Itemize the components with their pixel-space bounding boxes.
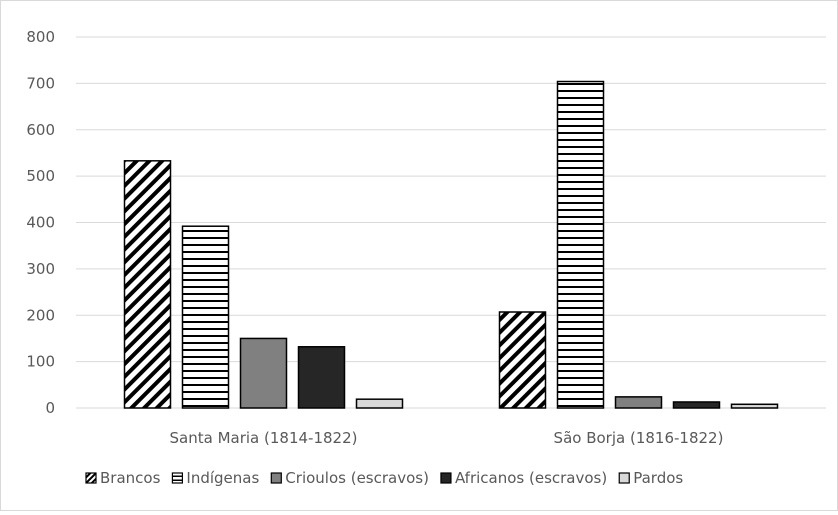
x-axis-ticks: Santa Maria (1814-1822) São Borja (1816-1…	[170, 429, 724, 447]
bar	[181, 225, 230, 409]
legend-label: Pardos	[633, 469, 683, 487]
bar	[123, 160, 172, 409]
y-axis-ticks: 0 100 200 300 400 500 600 700 800	[26, 28, 55, 417]
legend-swatch	[440, 472, 452, 484]
y-tick-label: 0	[45, 399, 55, 417]
bar	[614, 396, 663, 409]
bar	[672, 401, 721, 409]
bar	[498, 311, 547, 409]
legend-swatch	[270, 472, 282, 484]
bars	[123, 80, 779, 409]
y-tick-label: 800	[26, 28, 55, 46]
legend: Brancos Indígenas Crioulos (escravos) Afric…	[85, 469, 683, 487]
bar	[730, 403, 779, 409]
y-tick-label: 300	[26, 260, 55, 278]
bar	[556, 80, 605, 409]
y-tick-label: 600	[26, 121, 55, 139]
legend-swatch	[85, 472, 97, 484]
bar	[355, 398, 404, 409]
legend-swatch	[171, 472, 184, 484]
legend-label: Africanos (escravos)	[455, 469, 607, 487]
y-tick-label: 700	[26, 74, 55, 92]
bar	[297, 346, 346, 409]
y-tick-label: 500	[26, 167, 55, 185]
y-tick-label: 200	[26, 306, 55, 324]
y-tick-label: 400	[26, 214, 55, 232]
legend-label: Crioulos (escravos)	[285, 469, 429, 487]
x-tick-label: São Borja (1816-1822)	[554, 429, 724, 447]
legend-swatch	[618, 472, 630, 484]
y-tick-label: 100	[26, 353, 55, 371]
bar	[239, 337, 288, 409]
legend-label: Brancos	[100, 469, 161, 487]
legend-label: Indígenas	[186, 469, 259, 487]
x-tick-label: Santa Maria (1814-1822)	[170, 429, 358, 447]
